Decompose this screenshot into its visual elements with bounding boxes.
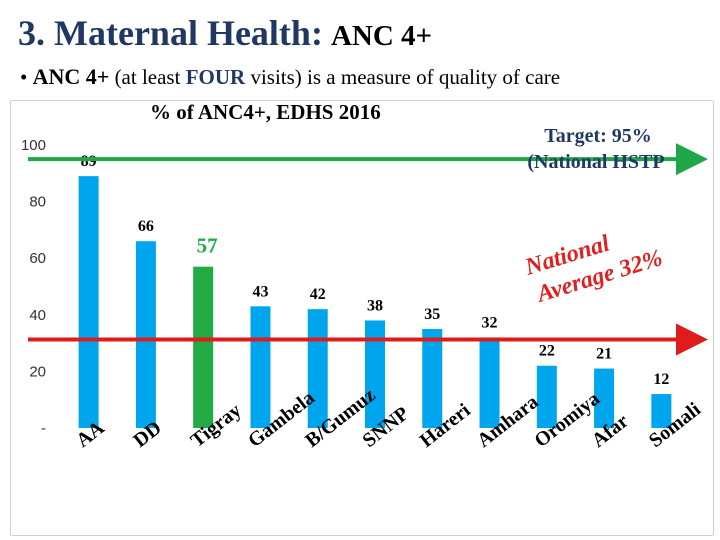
bar (422, 328, 443, 428)
y-tick-label: 100 (21, 137, 46, 154)
chart-frame (10, 100, 714, 536)
bar (250, 306, 271, 428)
bar (536, 365, 557, 428)
data-label: 21 (596, 346, 612, 363)
x-tick-label: DD (129, 417, 165, 452)
data-label: 66 (138, 218, 154, 235)
data-label: 42 (310, 286, 326, 303)
data-label: 32 (482, 314, 498, 331)
data-label: 38 (367, 297, 383, 314)
x-tick-label: AA (72, 416, 109, 451)
bar (78, 176, 99, 428)
bullet-dot: • (20, 65, 28, 89)
target-label: Target: 95% (544, 125, 652, 147)
data-label: 43 (252, 283, 268, 300)
slide-title-suffix: ANC 4+ (330, 20, 433, 52)
y-tick-label: 60 (29, 250, 46, 267)
bullet-pre: (at least (114, 65, 181, 89)
y-tick-label: 80 (29, 194, 46, 211)
bar (594, 368, 615, 428)
bar (365, 320, 385, 428)
data-label: 12 (653, 371, 669, 388)
y-tick-label: - (41, 420, 46, 437)
target-label: (National HSTP (527, 151, 664, 173)
data-label: 35 (424, 306, 440, 323)
slide-title-main: 3. Maternal Health: (18, 13, 323, 53)
chart-title: % of ANC4+, EDHS 2016 (150, 100, 381, 124)
bar (193, 266, 214, 428)
slide-title: 3. Maternal Health: ANC 4+ (18, 12, 432, 54)
y-tick-label: 40 (29, 307, 46, 324)
bullet-highlight: FOUR (185, 65, 246, 89)
bullet-point: • ANC 4+ (at least FOUR visits) is a mea… (20, 64, 560, 90)
bar (479, 337, 500, 428)
data-label: 57 (197, 234, 218, 258)
bar (651, 394, 672, 428)
y-tick-label: 20 (29, 363, 46, 380)
data-label: 89 (81, 153, 97, 170)
data-label: 22 (539, 343, 555, 360)
bar (135, 241, 156, 428)
bullet-post: visits) is a measure of quality of care (250, 65, 561, 89)
bullet-strong: ANC 4+ (32, 64, 110, 89)
